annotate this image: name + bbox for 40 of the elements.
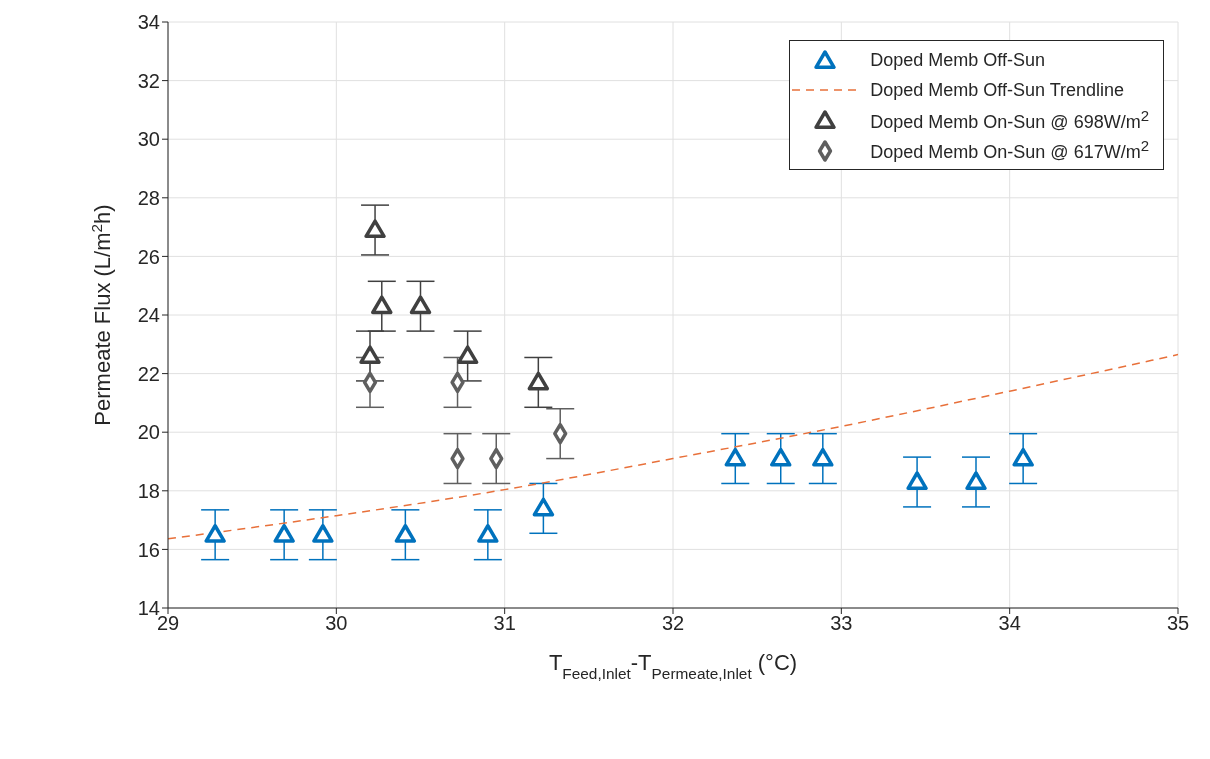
point xyxy=(371,295,393,315)
legend-label: Doped Memb On-Sun @ 698W/m$^{2}$ xyxy=(870,107,1149,133)
y-tick-label: 32 xyxy=(137,69,160,92)
legend-label: Doped Memb Off-Sun Trendline xyxy=(870,79,1125,101)
y-tick-label: 26 xyxy=(137,245,160,268)
x-tick-label: 34 xyxy=(998,612,1021,635)
point xyxy=(532,497,555,517)
point xyxy=(1012,447,1034,467)
point xyxy=(456,345,479,365)
y-tick-label: 24 xyxy=(137,304,160,327)
point xyxy=(204,524,226,543)
y-tick-label: 18 xyxy=(137,479,160,502)
y-tick-label: 30 xyxy=(137,128,160,151)
point xyxy=(359,345,381,365)
point xyxy=(906,471,928,491)
point xyxy=(364,219,386,239)
y-tick-label: 28 xyxy=(137,186,160,209)
point xyxy=(394,524,417,543)
x-tick-label: 35 xyxy=(1166,612,1190,635)
point xyxy=(724,447,747,467)
point xyxy=(477,524,499,543)
y-tick-label: 20 xyxy=(137,421,160,444)
x-axis-title: T$_{Feed,Inlet}$-T$_{Permeate,Inlet}$ (°C) xyxy=(548,650,798,682)
legend-label: Doped Memb Off-Sun xyxy=(870,49,1046,71)
point xyxy=(409,295,432,315)
y-tick-label: 34 xyxy=(137,11,160,34)
line-series xyxy=(168,353,1178,540)
legend-label: Doped Memb On-Sun @ 617W/m$^{2}$ xyxy=(870,137,1149,163)
point xyxy=(812,447,834,467)
x-tick-label: 33 xyxy=(830,612,853,635)
x-tick-label: 30 xyxy=(325,612,348,635)
y-tick-label: 22 xyxy=(137,362,160,385)
point xyxy=(312,524,334,543)
point xyxy=(769,447,792,467)
point xyxy=(965,471,987,491)
point xyxy=(527,371,550,391)
point xyxy=(273,524,295,543)
x-tick-label: 31 xyxy=(493,612,516,635)
y-tick-label: 16 xyxy=(137,538,160,561)
x-tick-label: 32 xyxy=(661,612,685,635)
